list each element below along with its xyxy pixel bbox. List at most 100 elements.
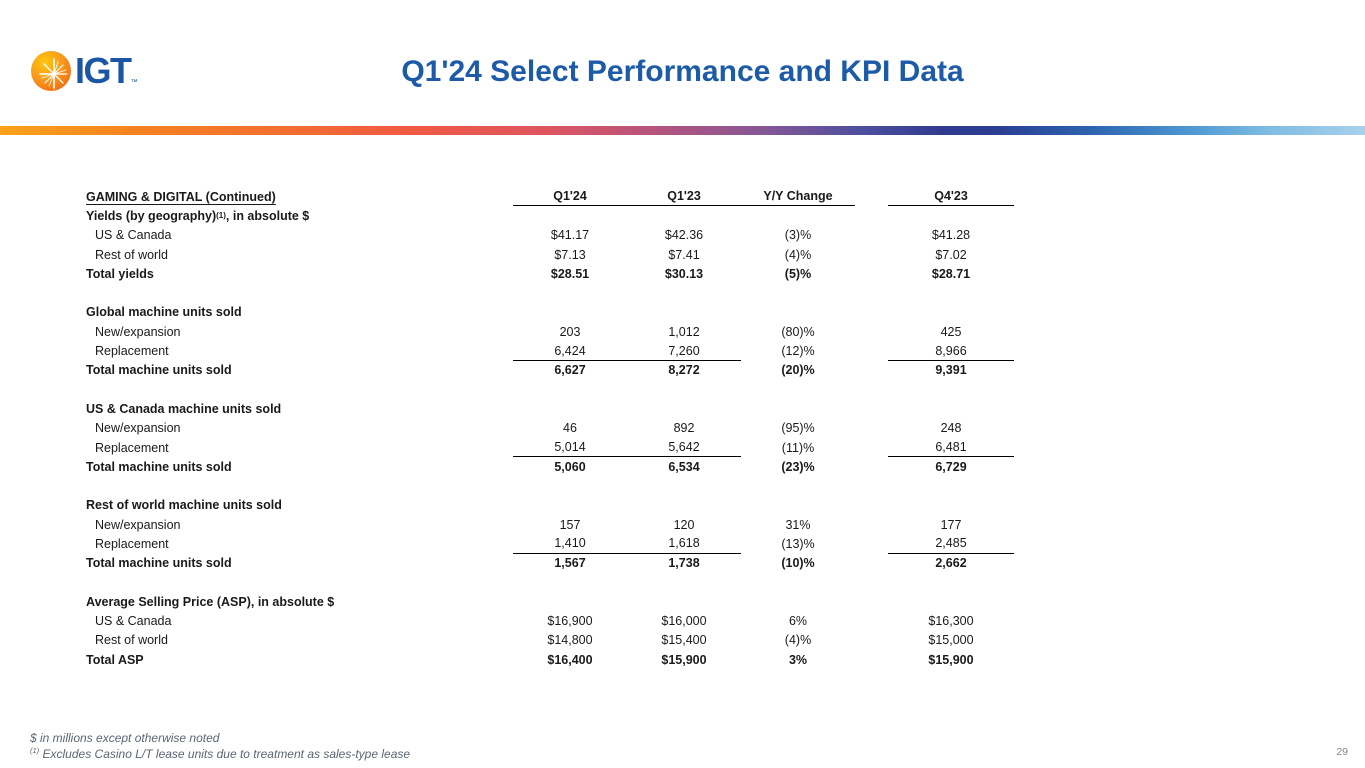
table-row: US & Canada $16,900 $16,000 6% $16,300 bbox=[86, 612, 1014, 631]
section-title-row: Average Selling Price (ASP), in absolute… bbox=[86, 592, 1014, 611]
cell-yy-change: (80)% bbox=[781, 324, 815, 339]
cell-q1-24: $16,400 bbox=[547, 652, 593, 667]
section-title: US & Canada machine units sold bbox=[86, 401, 282, 416]
cell-yy-change: (4)% bbox=[784, 247, 812, 262]
cell-q1-23: 1,618 bbox=[627, 534, 741, 554]
cell-q4-23: 6,729 bbox=[935, 459, 967, 474]
cell-q4-23 bbox=[888, 206, 1014, 225]
cell-q1-23 bbox=[627, 496, 741, 515]
cell-q4-23 bbox=[888, 303, 1014, 322]
igt-logo: IGT ™ bbox=[30, 50, 138, 92]
section-spacer bbox=[86, 283, 1014, 302]
column-gap bbox=[855, 438, 888, 457]
row-label: Replacement bbox=[95, 536, 169, 551]
cell-q4-23: $7.02 bbox=[935, 247, 967, 262]
cell-yy-change bbox=[741, 399, 855, 418]
kpi-table: GAMING & DIGITAL (Continued) Q1'24 Q1'23 Y/… bbox=[86, 187, 1014, 669]
cell-q1-24: 1,567 bbox=[554, 556, 586, 571]
table-header-row: GAMING & DIGITAL (Continued) Q1'24 Q1'23 Y/… bbox=[86, 187, 1014, 207]
column-gap bbox=[855, 534, 888, 553]
cell-yy-change: 6% bbox=[788, 614, 808, 629]
section-title: Average Selling Price (ASP), in absolute… bbox=[86, 594, 335, 609]
column-gap bbox=[855, 226, 888, 245]
cell-q1-23: 1,738 bbox=[668, 556, 700, 571]
cell-q4-23: $15,000 bbox=[928, 633, 974, 648]
cell-yy-change: (4)% bbox=[784, 633, 812, 648]
cell-q1-23: 7,260 bbox=[627, 341, 741, 361]
footnote-superscript: (1) bbox=[30, 746, 40, 755]
cell-q4-23: 9,391 bbox=[935, 363, 967, 378]
row-label: US & Canada bbox=[95, 614, 172, 629]
cell-yy-change: (95)% bbox=[781, 421, 815, 436]
cell-q1-23: $16,000 bbox=[661, 614, 707, 629]
column-gap bbox=[855, 496, 888, 515]
cell-yy-change: (3)% bbox=[784, 228, 812, 243]
cell-q4-23: 2,662 bbox=[935, 556, 967, 571]
cell-yy-change: (12)% bbox=[781, 344, 815, 359]
column-gap bbox=[855, 264, 888, 283]
column-gap bbox=[855, 650, 888, 669]
cell-q4-23: 177 bbox=[940, 517, 962, 532]
column-gap bbox=[855, 457, 888, 476]
cell-yy-change: 31% bbox=[785, 517, 811, 532]
cell-q1-23: $30.13 bbox=[664, 266, 704, 281]
cell-q1-24: 6,627 bbox=[554, 363, 586, 378]
column-gap bbox=[855, 419, 888, 438]
gradient-divider bbox=[0, 126, 1365, 135]
cell-q4-23: $16,300 bbox=[928, 614, 974, 629]
cell-q1-23: 120 bbox=[673, 517, 695, 532]
row-label: New/expansion bbox=[95, 421, 181, 436]
cell-yy-change bbox=[741, 496, 855, 515]
row-label: US & Canada bbox=[95, 228, 172, 243]
cell-q4-23: 2,485 bbox=[888, 534, 1014, 554]
cell-q1-24: 6,424 bbox=[513, 341, 627, 361]
cell-q1-23: 8,272 bbox=[668, 363, 700, 378]
cell-q1-23 bbox=[627, 303, 741, 322]
row-group-header: GAMING & DIGITAL (Continued) bbox=[86, 187, 513, 206]
section-title: Rest of world machine units sold bbox=[86, 498, 282, 513]
cell-q4-23: 8,966 bbox=[888, 341, 1014, 361]
cell-q1-24: 157 bbox=[559, 517, 581, 532]
footnote-text: Excludes Casino L/T lease units due to t… bbox=[42, 747, 411, 761]
section-title-row: Global machine units sold bbox=[86, 303, 1014, 322]
table-row: New/expansion 157 120 31% 177 bbox=[86, 515, 1014, 534]
total-row-label: Total machine units sold bbox=[86, 363, 232, 378]
cell-yy-change: (20)% bbox=[781, 363, 815, 378]
footnotes: $ in millions except otherwise noted (1)… bbox=[30, 730, 410, 762]
cell-q4-23 bbox=[888, 592, 1014, 611]
cell-q1-23: 6,534 bbox=[668, 459, 700, 474]
column-gap bbox=[855, 245, 888, 264]
row-label: Replacement bbox=[95, 440, 169, 455]
cell-q1-23 bbox=[627, 592, 741, 611]
row-label: Rest of world bbox=[95, 633, 168, 648]
section-spacer bbox=[86, 476, 1014, 495]
total-row-label: Total machine units sold bbox=[86, 556, 232, 571]
table-row: Rest of world $7.13 $7.41 (4)% $7.02 bbox=[86, 245, 1014, 264]
footnote-lease: (1) Excludes Casino L/T lease units due … bbox=[30, 746, 410, 762]
column-gap bbox=[855, 341, 888, 360]
cell-yy-change: (11)% bbox=[781, 440, 815, 455]
cell-q1-23: $7.41 bbox=[668, 247, 700, 262]
cell-q1-24: $41.17 bbox=[550, 228, 590, 243]
cell-q4-23: Q4'23 bbox=[888, 187, 1014, 207]
cell-q1-23: $15,900 bbox=[661, 652, 707, 667]
footnote-text: $ in millions except otherwise noted bbox=[30, 731, 220, 745]
total-row-label: Total ASP bbox=[86, 652, 144, 667]
cell-q1-24: 5,014 bbox=[513, 438, 627, 458]
table-row: Replacement 1,410 1,618 (13)% 2,485 bbox=[86, 534, 1014, 554]
column-gap bbox=[855, 592, 888, 611]
cell-q4-23: $15,900 bbox=[928, 652, 974, 667]
total-row-label: Total machine units sold bbox=[86, 459, 232, 474]
cell-q1-24: $16,900 bbox=[547, 614, 593, 629]
cell-q4-23 bbox=[888, 496, 1014, 515]
table-total-row: Total machine units sold 1,567 1,738 (10)% 2… bbox=[86, 554, 1014, 573]
cell-q1-24: $14,800 bbox=[547, 633, 593, 648]
cell-q4-23: $41.28 bbox=[931, 228, 971, 243]
table-row: New/expansion 46 892 (95)% 248 bbox=[86, 419, 1014, 438]
logo-trademark: ™ bbox=[130, 79, 138, 86]
table-total-row: Total machine units sold 6,627 8,272 (20)% 9… bbox=[86, 361, 1014, 380]
cell-q1-24: 46 bbox=[563, 421, 577, 436]
cell-q1-24 bbox=[513, 206, 627, 225]
cell-yy-change: Y/Y Change bbox=[741, 187, 855, 207]
column-gap bbox=[855, 399, 888, 418]
